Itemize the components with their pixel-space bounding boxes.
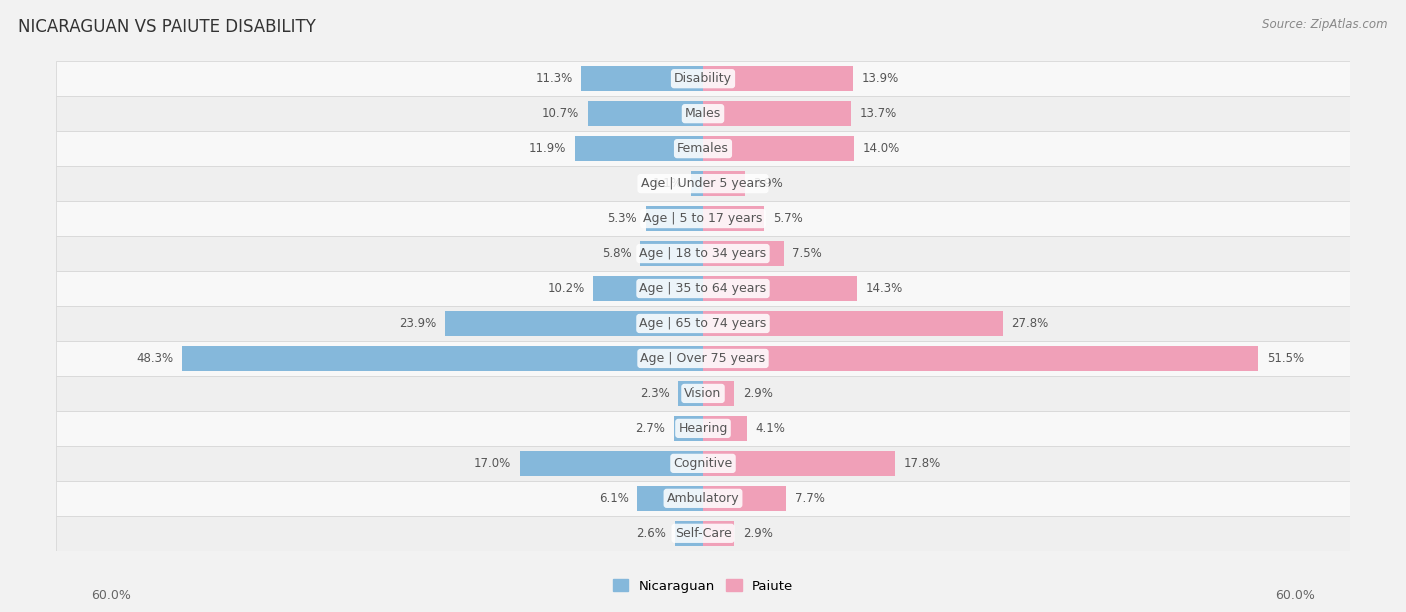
Text: 14.3%: 14.3%	[866, 282, 903, 295]
Text: Age | Over 75 years: Age | Over 75 years	[641, 352, 765, 365]
Text: Age | 5 to 17 years: Age | 5 to 17 years	[644, 212, 762, 225]
Text: Source: ZipAtlas.com: Source: ZipAtlas.com	[1263, 18, 1388, 31]
Text: 6.1%: 6.1%	[599, 492, 628, 505]
Bar	[703, 311, 1002, 336]
Bar	[703, 486, 786, 511]
Bar	[703, 206, 765, 231]
Bar	[520, 451, 703, 476]
Bar	[56, 376, 1350, 411]
Text: 60.0%: 60.0%	[91, 589, 131, 602]
Bar	[56, 306, 1350, 341]
Bar	[56, 166, 1350, 201]
Text: 5.8%: 5.8%	[602, 247, 631, 260]
Bar	[692, 171, 703, 196]
Bar	[581, 66, 703, 91]
Text: 7.5%: 7.5%	[793, 247, 823, 260]
Bar	[56, 446, 1350, 481]
Text: Males: Males	[685, 107, 721, 120]
Text: Disability: Disability	[673, 72, 733, 85]
Text: 10.2%: 10.2%	[547, 282, 585, 295]
Bar	[703, 136, 853, 161]
Text: 14.0%: 14.0%	[862, 142, 900, 155]
Text: Females: Females	[678, 142, 728, 155]
Text: 5.7%: 5.7%	[773, 212, 803, 225]
Text: Hearing: Hearing	[678, 422, 728, 435]
Text: 23.9%: 23.9%	[399, 317, 437, 330]
Text: Ambulatory: Ambulatory	[666, 492, 740, 505]
Bar	[703, 381, 734, 406]
Text: 2.9%: 2.9%	[742, 527, 773, 540]
Text: 27.8%: 27.8%	[1011, 317, 1049, 330]
Bar	[56, 516, 1350, 551]
Text: 4.1%: 4.1%	[756, 422, 786, 435]
Text: Age | 18 to 34 years: Age | 18 to 34 years	[640, 247, 766, 260]
Bar	[56, 236, 1350, 271]
Bar	[703, 416, 747, 441]
Bar	[56, 411, 1350, 446]
Text: 7.7%: 7.7%	[794, 492, 824, 505]
Bar	[703, 276, 858, 301]
Text: 2.6%: 2.6%	[637, 527, 666, 540]
Text: Age | 35 to 64 years: Age | 35 to 64 years	[640, 282, 766, 295]
Text: 13.7%: 13.7%	[859, 107, 897, 120]
Bar	[703, 241, 785, 266]
Text: 10.7%: 10.7%	[541, 107, 579, 120]
Text: 2.7%: 2.7%	[636, 422, 665, 435]
Bar	[56, 96, 1350, 131]
Bar	[56, 341, 1350, 376]
Bar	[703, 171, 745, 196]
Text: 1.1%: 1.1%	[652, 177, 682, 190]
Text: 60.0%: 60.0%	[1275, 589, 1315, 602]
Bar	[703, 346, 1258, 371]
Text: 2.9%: 2.9%	[742, 387, 773, 400]
Text: 17.0%: 17.0%	[474, 457, 512, 470]
Bar	[675, 521, 703, 546]
Text: Age | Under 5 years: Age | Under 5 years	[641, 177, 765, 190]
Text: 3.9%: 3.9%	[754, 177, 783, 190]
Bar	[703, 66, 853, 91]
Bar	[56, 201, 1350, 236]
Text: Cognitive: Cognitive	[673, 457, 733, 470]
Bar	[703, 521, 734, 546]
Bar	[637, 486, 703, 511]
Text: Age | 65 to 74 years: Age | 65 to 74 years	[640, 317, 766, 330]
Bar	[588, 101, 703, 126]
Text: 51.5%: 51.5%	[1267, 352, 1303, 365]
Bar	[575, 136, 703, 161]
Text: 2.3%: 2.3%	[640, 387, 669, 400]
Bar	[183, 346, 703, 371]
Bar	[703, 451, 894, 476]
Text: 11.3%: 11.3%	[536, 72, 572, 85]
Text: 17.8%: 17.8%	[904, 457, 941, 470]
Text: NICARAGUAN VS PAIUTE DISABILITY: NICARAGUAN VS PAIUTE DISABILITY	[18, 18, 316, 36]
Text: 11.9%: 11.9%	[529, 142, 567, 155]
Bar	[593, 276, 703, 301]
Text: 13.9%: 13.9%	[862, 72, 898, 85]
Bar	[446, 311, 703, 336]
Text: 48.3%: 48.3%	[136, 352, 174, 365]
Bar	[641, 241, 703, 266]
Bar	[703, 101, 851, 126]
Text: Self-Care: Self-Care	[675, 527, 731, 540]
Text: Vision: Vision	[685, 387, 721, 400]
Bar	[56, 481, 1350, 516]
Bar	[678, 381, 703, 406]
Legend: Nicaraguan, Paiute: Nicaraguan, Paiute	[607, 574, 799, 598]
Text: 5.3%: 5.3%	[607, 212, 637, 225]
Bar	[645, 206, 703, 231]
Bar	[56, 131, 1350, 166]
Bar	[56, 61, 1350, 96]
Bar	[673, 416, 703, 441]
Bar	[56, 271, 1350, 306]
